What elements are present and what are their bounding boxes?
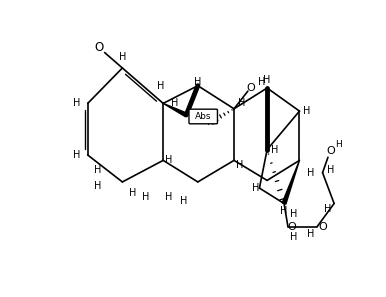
Text: H: H	[171, 98, 178, 108]
Text: H: H	[307, 229, 315, 239]
Text: H: H	[180, 196, 188, 206]
Text: H: H	[157, 81, 164, 91]
Text: H: H	[271, 145, 279, 155]
Text: H: H	[165, 155, 172, 165]
Text: O: O	[288, 222, 296, 232]
Text: H: H	[73, 150, 81, 160]
Text: H: H	[194, 77, 201, 87]
Text: H: H	[207, 117, 215, 127]
Text: H: H	[303, 106, 311, 116]
Text: H: H	[165, 192, 172, 202]
Text: H: H	[327, 165, 334, 176]
FancyBboxPatch shape	[189, 109, 217, 124]
Text: H: H	[119, 52, 126, 62]
Text: H: H	[280, 206, 288, 216]
Text: H: H	[94, 165, 102, 176]
Text: H: H	[142, 192, 149, 202]
Text: H: H	[324, 204, 332, 214]
Text: O: O	[318, 222, 327, 232]
Text: H: H	[252, 183, 259, 193]
Text: H: H	[94, 181, 102, 191]
Text: H: H	[129, 189, 136, 198]
Text: O: O	[327, 146, 335, 156]
Text: Abs: Abs	[195, 112, 212, 121]
Text: H: H	[290, 232, 298, 242]
Text: H: H	[263, 75, 271, 85]
Text: H: H	[335, 140, 342, 149]
Polygon shape	[282, 160, 300, 204]
Polygon shape	[163, 103, 187, 117]
Text: O: O	[95, 42, 104, 54]
Text: H: H	[307, 168, 315, 178]
Text: H: H	[290, 209, 298, 219]
Text: H: H	[238, 98, 245, 108]
Text: O: O	[247, 83, 255, 93]
Text: H: H	[258, 77, 266, 87]
Text: H: H	[73, 98, 81, 108]
Text: H: H	[237, 160, 244, 170]
